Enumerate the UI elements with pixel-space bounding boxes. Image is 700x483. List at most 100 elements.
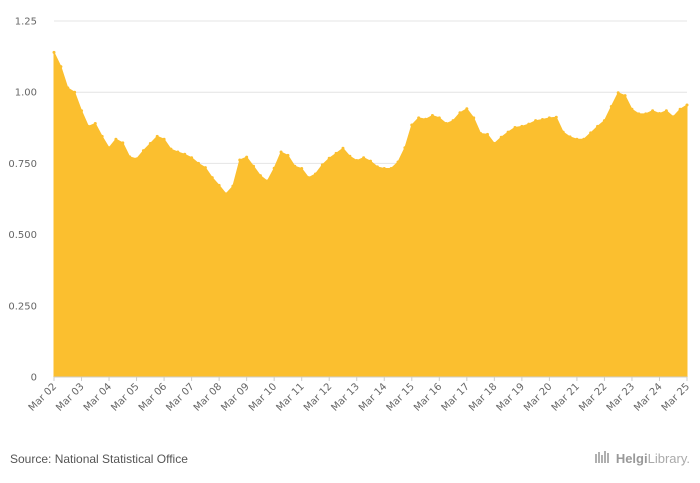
- data-point[interactable]: [121, 141, 125, 145]
- data-point[interactable]: [582, 137, 586, 141]
- data-point[interactable]: [437, 116, 441, 120]
- data-point[interactable]: [155, 134, 159, 138]
- data-point[interactable]: [430, 114, 434, 118]
- data-point[interactable]: [520, 124, 524, 128]
- data-point[interactable]: [568, 135, 572, 139]
- data-point[interactable]: [382, 167, 386, 171]
- data-point[interactable]: [637, 112, 641, 116]
- data-point[interactable]: [245, 155, 249, 159]
- data-point[interactable]: [327, 156, 331, 160]
- data-point[interactable]: [424, 117, 428, 121]
- data-point[interactable]: [644, 112, 648, 116]
- data-point[interactable]: [286, 153, 290, 157]
- data-point[interactable]: [417, 116, 421, 120]
- data-point[interactable]: [313, 172, 317, 176]
- data-point[interactable]: [80, 109, 84, 113]
- data-point[interactable]: [671, 115, 675, 119]
- data-point[interactable]: [272, 166, 276, 170]
- data-point[interactable]: [458, 111, 462, 115]
- data-point[interactable]: [93, 122, 97, 126]
- data-point[interactable]: [375, 165, 379, 169]
- data-point[interactable]: [196, 161, 200, 165]
- y-tick-label: 0: [31, 373, 37, 384]
- data-point[interactable]: [444, 122, 448, 126]
- data-point[interactable]: [217, 183, 221, 187]
- data-point[interactable]: [355, 159, 359, 163]
- data-point[interactable]: [334, 151, 338, 155]
- data-point[interactable]: [135, 157, 139, 161]
- data-point[interactable]: [128, 155, 132, 159]
- data-point[interactable]: [203, 166, 207, 170]
- data-point[interactable]: [224, 192, 228, 196]
- data-point[interactable]: [472, 116, 476, 120]
- data-point[interactable]: [651, 109, 655, 113]
- x-tick-label: Mar 14: [357, 381, 389, 413]
- x-tick-label: Mar 15: [385, 381, 417, 413]
- data-point[interactable]: [107, 146, 111, 150]
- data-point[interactable]: [238, 158, 242, 162]
- data-point[interactable]: [258, 174, 262, 178]
- data-point[interactable]: [66, 86, 70, 90]
- data-point[interactable]: [575, 137, 579, 141]
- data-point[interactable]: [190, 156, 194, 160]
- data-point[interactable]: [609, 104, 613, 108]
- data-point[interactable]: [589, 131, 593, 135]
- data-point[interactable]: [451, 119, 455, 123]
- data-point[interactable]: [210, 176, 214, 180]
- data-point[interactable]: [265, 179, 269, 183]
- data-point[interactable]: [678, 107, 682, 111]
- data-point[interactable]: [534, 119, 538, 123]
- data-point[interactable]: [465, 107, 469, 111]
- data-point[interactable]: [52, 50, 56, 54]
- helgi-library-logo[interactable]: HelgiLibrary.: [594, 450, 690, 467]
- data-point[interactable]: [485, 132, 489, 136]
- data-point[interactable]: [279, 150, 283, 154]
- data-point[interactable]: [362, 156, 366, 160]
- data-point[interactable]: [369, 159, 372, 163]
- data-point[interactable]: [252, 164, 256, 168]
- data-point[interactable]: [389, 167, 393, 171]
- data-point[interactable]: [499, 135, 503, 139]
- data-point[interactable]: [492, 141, 496, 145]
- data-point[interactable]: [307, 176, 311, 180]
- data-point[interactable]: [100, 134, 104, 138]
- data-point[interactable]: [231, 184, 235, 188]
- data-point[interactable]: [596, 124, 600, 128]
- data-point[interactable]: [141, 149, 145, 153]
- data-point[interactable]: [602, 119, 606, 123]
- data-point[interactable]: [541, 118, 545, 122]
- data-point[interactable]: [148, 141, 152, 145]
- data-point[interactable]: [616, 91, 620, 95]
- data-point[interactable]: [59, 65, 63, 69]
- data-point[interactable]: [479, 132, 483, 135]
- data-point[interactable]: [554, 115, 558, 119]
- data-point[interactable]: [169, 147, 173, 151]
- data-point[interactable]: [396, 160, 400, 164]
- data-point[interactable]: [657, 112, 661, 116]
- data-point[interactable]: [114, 137, 118, 141]
- data-point[interactable]: [293, 164, 297, 168]
- data-point[interactable]: [348, 154, 352, 158]
- data-point[interactable]: [176, 150, 180, 154]
- data-point[interactable]: [664, 109, 668, 113]
- data-point[interactable]: [320, 163, 324, 167]
- chart-container: 0 0.250 0.500 0.750 1.00 1.25 Mar 02 Mar 03 Mar…: [8, 17, 692, 414]
- data-point[interactable]: [630, 107, 634, 111]
- data-point[interactable]: [183, 152, 187, 156]
- data-point[interactable]: [561, 130, 565, 134]
- data-point[interactable]: [341, 146, 345, 150]
- data-point[interactable]: [86, 124, 90, 128]
- data-point[interactable]: [403, 146, 407, 150]
- x-tick-label: Mar 10: [247, 381, 279, 413]
- x-tick-label: Mar 22: [577, 381, 609, 413]
- data-point[interactable]: [162, 137, 166, 141]
- data-point[interactable]: [513, 126, 517, 130]
- data-point[interactable]: [527, 122, 531, 126]
- data-point[interactable]: [410, 123, 414, 127]
- data-point[interactable]: [623, 94, 627, 98]
- data-point[interactable]: [685, 103, 689, 107]
- data-point[interactable]: [300, 167, 304, 171]
- data-point[interactable]: [73, 90, 77, 94]
- data-point[interactable]: [506, 130, 510, 134]
- data-point[interactable]: [547, 116, 551, 120]
